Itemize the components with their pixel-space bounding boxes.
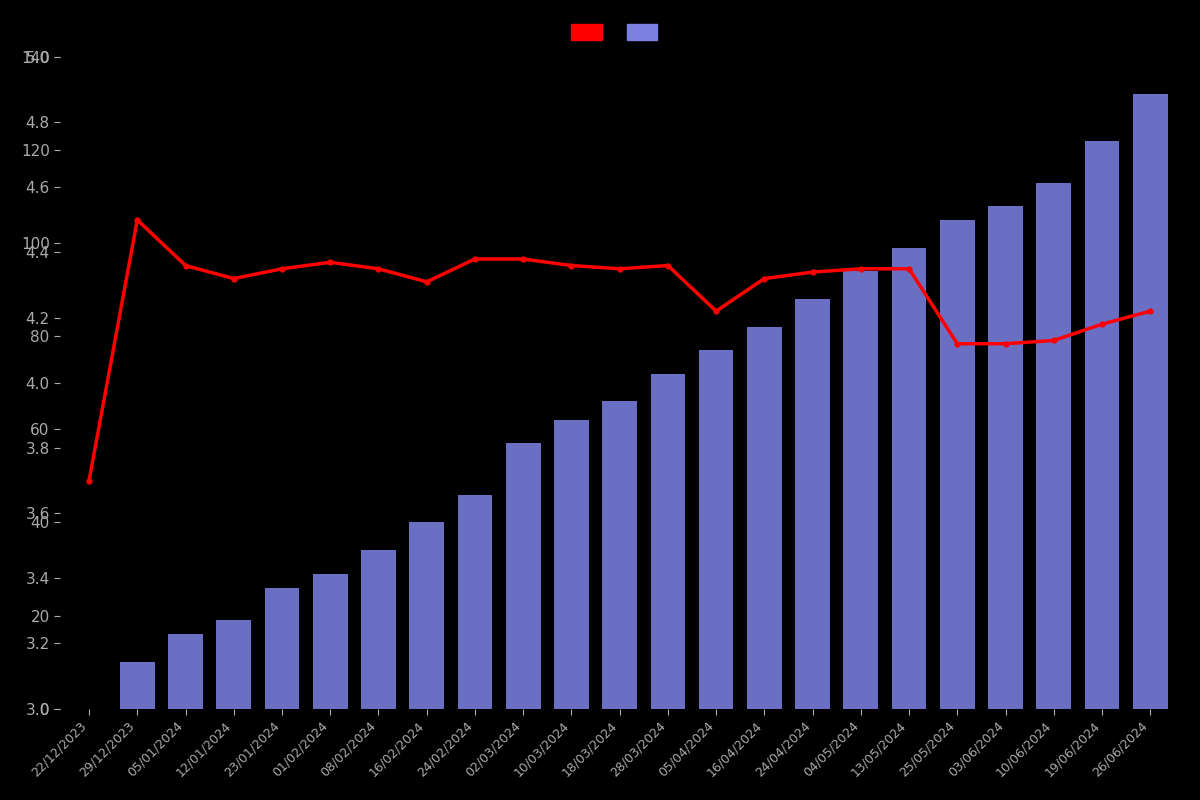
Bar (746, 327, 781, 709)
Bar (313, 574, 348, 709)
Bar (1037, 182, 1072, 709)
Bar (650, 374, 685, 709)
Bar (602, 402, 637, 709)
Bar (554, 420, 589, 709)
Bar (265, 588, 299, 709)
Bar (940, 220, 974, 709)
Bar (409, 522, 444, 709)
Bar (168, 634, 203, 709)
Bar (216, 620, 251, 709)
Legend: , : , (565, 18, 674, 46)
Bar (988, 206, 1022, 709)
Bar (361, 550, 396, 709)
Bar (698, 350, 733, 709)
Bar (1085, 141, 1120, 709)
Bar (796, 299, 830, 709)
Bar (506, 443, 540, 709)
Bar (892, 248, 926, 709)
Bar (120, 662, 155, 709)
Bar (457, 494, 492, 709)
Bar (844, 271, 878, 709)
Bar (1133, 94, 1168, 709)
